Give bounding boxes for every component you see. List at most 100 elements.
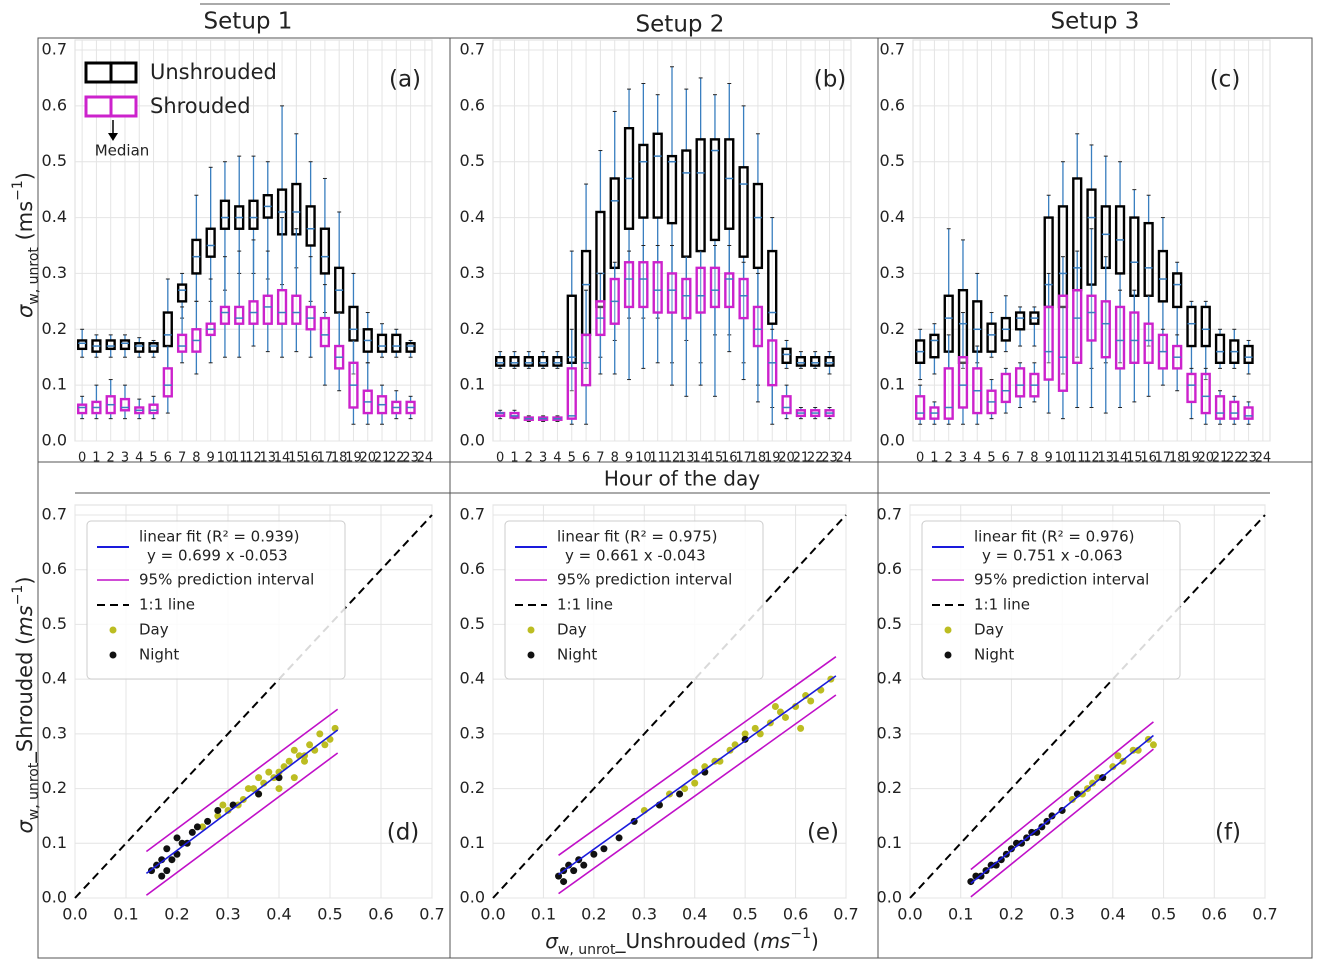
point (290, 774, 298, 782)
x-tick-label: 18 (1169, 451, 1186, 466)
y-tick-label: 0.3 (460, 723, 485, 742)
x-tick-label: 24 (417, 451, 434, 466)
legend-label: Day (974, 621, 1004, 639)
x-tick-label: 15 (288, 451, 305, 466)
y-tick-label: 0.5 (877, 614, 902, 633)
point (193, 823, 201, 831)
legend-label: y = 0.751 x -0.063 (982, 547, 1123, 565)
x-tick-label: 5 (568, 451, 576, 466)
box (1143, 221, 1154, 297)
box (1243, 344, 1254, 364)
x-tick-label: 0 (496, 451, 504, 466)
box (348, 305, 359, 342)
panel-title: Setup 2 (636, 12, 725, 38)
x-tick-label: 0.1 (113, 905, 138, 924)
point (321, 741, 329, 749)
x-tick-label: 1 (510, 451, 518, 466)
panel-tag: (e) (807, 820, 839, 846)
interval-upper (970, 721, 1154, 871)
x-tick-label: 3 (121, 451, 129, 466)
point (301, 757, 308, 765)
x-tick-label: 10 (217, 451, 234, 466)
fit-line (558, 675, 837, 876)
box (695, 266, 706, 314)
x-tick-label: 17 (317, 451, 334, 466)
point (676, 790, 684, 798)
x-tick-label: 6 (164, 451, 172, 466)
y-tick-label: 0.6 (877, 559, 902, 578)
box (105, 339, 116, 351)
point (590, 850, 598, 858)
x-tick-label: 21 (1212, 451, 1229, 466)
box (405, 342, 416, 353)
x-tick-label: 11 (1069, 451, 1086, 466)
box (205, 227, 216, 258)
x-tick-label: 17 (735, 451, 752, 466)
box (291, 182, 302, 236)
y-tick-label: 0.2 (42, 319, 67, 338)
panel-tag: (c) (1210, 67, 1241, 93)
identity-line (492, 514, 847, 899)
y-tick-label: 0.2 (880, 319, 905, 338)
x-tick-label: 2 (945, 451, 953, 466)
point (802, 692, 810, 700)
x-tick-label: 21 (793, 451, 810, 466)
x-tick-label: 16 (302, 451, 319, 466)
box (1129, 216, 1140, 297)
box (781, 395, 792, 415)
x-tick-label: 0.6 (783, 905, 808, 924)
y-tick-label: 0.7 (42, 40, 67, 59)
y-tick-label: 0.1 (880, 375, 905, 394)
box (738, 166, 749, 258)
y-tick-label: 0.5 (42, 151, 67, 170)
box (1200, 372, 1211, 415)
y-tick-label: 0.1 (460, 375, 485, 394)
legend-label: linear fit (R² = 0.975) (557, 528, 717, 546)
box (1100, 300, 1111, 359)
legend-label: linear fit (R² = 0.976) (974, 528, 1134, 546)
x-tick-label: 12 (1083, 451, 1100, 466)
box (248, 199, 259, 230)
legend-label: 95% prediction interval (557, 571, 732, 589)
x-tick-label: 0.5 (1151, 905, 1176, 924)
x-tick-label: 20 (359, 451, 376, 466)
legend-label: Unshrouded (150, 60, 277, 84)
box (262, 294, 273, 325)
box (957, 356, 969, 409)
box (666, 272, 678, 314)
y-tick-label: 0.3 (880, 263, 905, 282)
box (523, 356, 534, 367)
point (555, 872, 563, 880)
panel-tag: (b) (814, 67, 847, 93)
interval-lower (970, 748, 1154, 898)
y-tick-label: 0.6 (460, 95, 485, 114)
x-tick-label: 0.2 (581, 905, 606, 924)
x-tick-label: 4 (553, 451, 561, 466)
point (250, 785, 257, 793)
y-tick-label: 0.5 (460, 151, 485, 170)
point (570, 867, 578, 875)
box (1157, 249, 1169, 303)
x-tick-label: 0.4 (682, 905, 707, 924)
axis-label-part: _Unshrouded ( (614, 929, 760, 953)
x-tick-label: 16 (1140, 451, 1157, 466)
y-tick-label: 0.5 (460, 614, 485, 633)
x-tick-label: 0.0 (897, 905, 922, 924)
box (1186, 305, 1197, 348)
x-tick-label: 0.3 (632, 905, 657, 924)
point (1109, 763, 1117, 771)
box (391, 333, 402, 353)
x-tick-label: 8 (1030, 451, 1038, 466)
legend-label: Shrouded (150, 94, 251, 118)
point (316, 730, 324, 738)
x-tick-label: 0.5 (317, 905, 342, 924)
y-tick-label: 0.6 (880, 95, 905, 114)
box (1114, 305, 1126, 370)
point (224, 806, 232, 814)
box (77, 403, 88, 415)
legend-swatch (527, 626, 535, 634)
point (214, 806, 222, 814)
box (738, 277, 749, 320)
box (148, 403, 159, 415)
box (752, 305, 764, 348)
